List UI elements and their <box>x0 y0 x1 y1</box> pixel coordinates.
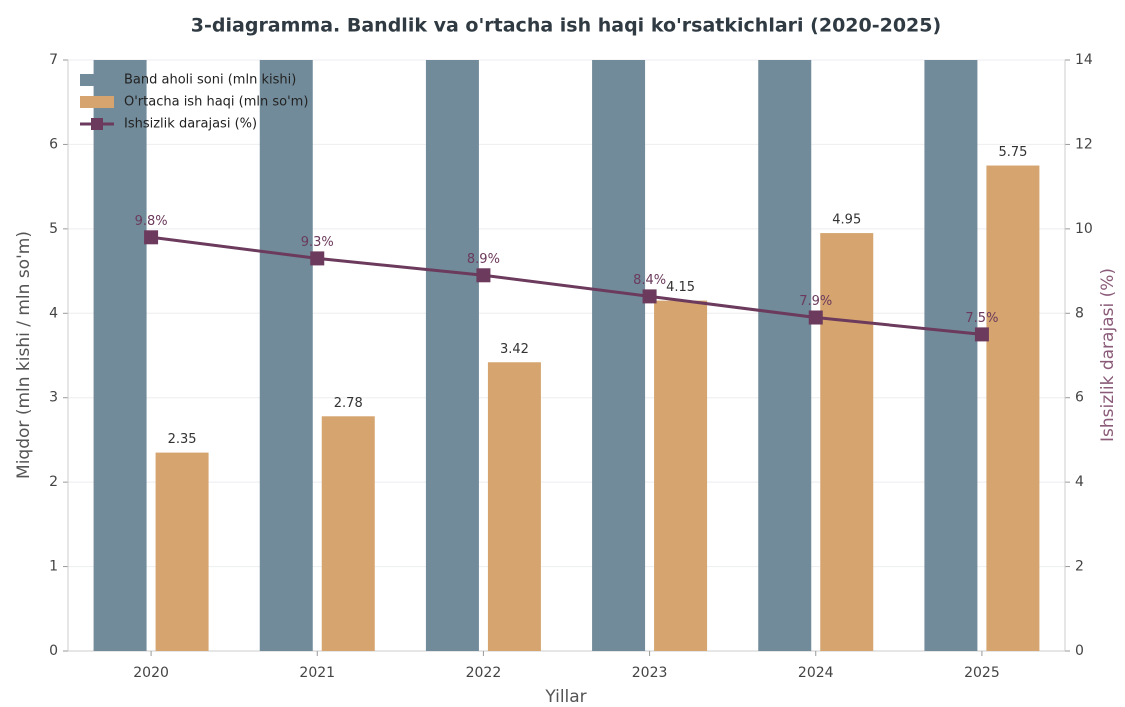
y2-tick-label: 6 <box>1075 390 1084 406</box>
bar <box>321 416 375 651</box>
bar <box>820 233 874 651</box>
y2-tick-label: 14 <box>1075 52 1093 68</box>
x-tick-label: 2024 <box>798 665 834 681</box>
bar <box>654 300 708 651</box>
bar-value-label: 2.35 <box>168 432 197 447</box>
legend-swatch <box>80 96 114 108</box>
line-marker <box>974 327 989 342</box>
y2-tick-label: 2 <box>1075 559 1084 575</box>
chart-title: 3-diagramma. Bandlik va o'rtacha ish haq… <box>191 15 941 37</box>
line-value-label: 8.9% <box>467 252 500 267</box>
y-tick-label: 6 <box>49 136 58 152</box>
legend-swatch <box>91 118 103 130</box>
bar <box>758 60 812 651</box>
x-tick-label: 2020 <box>133 665 169 681</box>
x-axis-label: Yillar <box>544 687 586 707</box>
legend-swatch <box>80 74 114 86</box>
y-tick-label: 7 <box>49 52 58 68</box>
bar <box>986 165 1040 651</box>
legend-label: Ishsizlik darajasi (%) <box>124 117 257 132</box>
line-marker <box>642 289 657 304</box>
bar-value-label: 5.75 <box>998 145 1027 160</box>
bar <box>924 60 978 651</box>
y-tick-label: 4 <box>49 305 58 321</box>
y-tick-label: 1 <box>49 559 58 575</box>
line-marker <box>144 230 159 245</box>
y-tick-label: 3 <box>49 390 58 406</box>
y2-axis-label: Ishsizlik darajasi (%) <box>1098 268 1118 442</box>
y2-tick-label: 10 <box>1075 221 1093 237</box>
y2-tick-label: 0 <box>1075 643 1084 659</box>
line <box>150 235 983 336</box>
y2-tick-label: 12 <box>1075 136 1093 152</box>
bar-value-label: 3.42 <box>500 342 529 357</box>
bar <box>259 60 313 651</box>
bar <box>592 60 646 651</box>
legend-label: Band aholi soni (mln kishi) <box>124 73 296 88</box>
line-value-label: 9.8% <box>135 214 168 229</box>
legend-label: O'rtacha ish haqi (mln so'm) <box>124 95 308 110</box>
bar <box>425 60 479 651</box>
line-marker <box>808 310 823 325</box>
y-tick-label: 2 <box>49 474 58 490</box>
bar-value-label: 2.78 <box>334 396 363 411</box>
bar-value-label: 4.15 <box>666 280 695 295</box>
x-tick-label: 2021 <box>299 665 335 681</box>
y-axis-label: Miqdor (mln kishi / mln so'm) <box>14 231 34 479</box>
x-tick-label: 2023 <box>632 665 668 681</box>
line-value-label: 7.5% <box>965 311 998 326</box>
line-marker <box>310 251 325 266</box>
bar-value-label: 4.95 <box>832 213 861 228</box>
y2-tick-label: 4 <box>1075 474 1084 490</box>
y-tick-label: 5 <box>49 221 58 237</box>
x-tick-label: 2025 <box>964 665 1000 681</box>
bar <box>93 60 147 651</box>
line-value-label: 9.3% <box>301 235 334 250</box>
y2-tick-label: 8 <box>1075 305 1084 321</box>
plot-area <box>93 60 1040 651</box>
line-marker <box>476 268 491 283</box>
y-tick-label: 0 <box>49 643 58 659</box>
bar <box>155 452 209 651</box>
line-value-label: 8.4% <box>633 273 666 288</box>
line-value-label: 7.9% <box>799 294 832 309</box>
x-tick-label: 2022 <box>466 665 502 681</box>
bar <box>487 362 541 651</box>
